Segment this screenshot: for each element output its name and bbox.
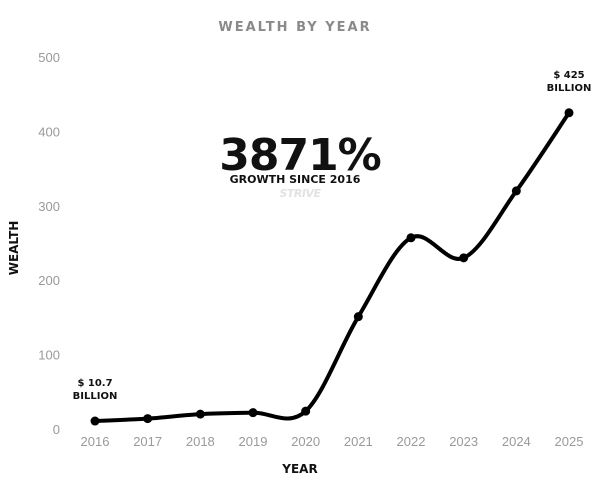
data-point [353,312,363,322]
y-tick-label: 200 [38,273,60,288]
x-tick-label: 2017 [133,434,162,449]
headline-subtitle: GROWTH SINCE 2016 [230,173,361,186]
data-points [90,108,574,426]
data-point [195,409,205,419]
x-tick-label: 2024 [502,434,531,449]
x-tick-label: 2022 [397,434,426,449]
y-tick-label: 300 [38,199,60,214]
x-tick-label: 2021 [344,434,373,449]
data-point [406,233,416,243]
headline-percent: 3871% [219,130,381,181]
data-point [301,406,311,416]
y-tick-label: 100 [38,348,60,363]
x-axis-label: YEAR [281,462,317,476]
data-point [511,186,521,196]
x-tick-label: 2023 [449,434,478,449]
y-axis-ticks: 0 100 200 300 400 500 [38,50,60,437]
y-tick-label: 0 [53,422,60,437]
x-tick-label: 2020 [291,434,320,449]
value-annotation-line: BILLION [547,83,592,94]
x-axis-ticks: 2016 2017 2018 2019 2020 2021 2022 2023 2024 2025 [81,434,584,449]
x-tick-label: 2019 [239,434,268,449]
x-tick-label: 2018 [186,434,215,449]
data-point [248,408,258,418]
value-annotations: $ 10.7 BILLION $ 425 BILLION [73,70,592,402]
chart-title: WEALTH BY YEAR [218,20,371,35]
data-point [90,416,100,426]
y-tick-label: 500 [38,50,60,65]
x-tick-label: 2025 [555,434,584,449]
value-annotation-line: BILLION [73,391,118,402]
y-tick-label: 400 [38,124,60,139]
data-point [143,414,153,424]
x-tick-label: 2016 [81,434,110,449]
data-point [459,253,469,263]
y-axis-label: WEALTH [7,221,21,276]
value-annotation-line: $ 10.7 [77,378,112,389]
data-point [564,108,574,118]
series-line [93,110,571,424]
strive-watermark: STRIVE [279,187,321,200]
value-annotation-line: $ 425 [553,70,584,81]
